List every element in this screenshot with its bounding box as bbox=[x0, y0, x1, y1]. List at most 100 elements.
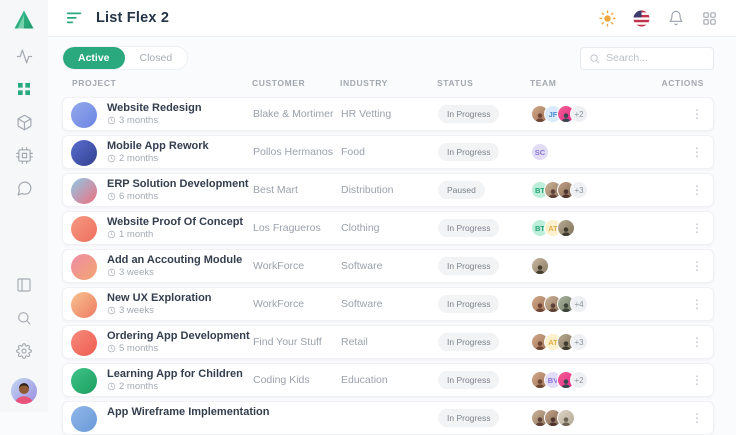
apps-menu-button[interactable] bbox=[701, 10, 718, 27]
team-member-photo[interactable] bbox=[531, 257, 549, 275]
customer-cell: Find Your Stuff bbox=[253, 336, 322, 348]
page-title: List Flex 2 bbox=[96, 10, 169, 26]
clock-icon bbox=[107, 268, 116, 277]
sidebar-item-settings[interactable] bbox=[14, 341, 34, 361]
project-name: ERP Solution Development bbox=[107, 178, 249, 190]
row-actions-menu[interactable]: ⋮ bbox=[691, 298, 703, 310]
app-logo[interactable] bbox=[11, 7, 37, 33]
column-header-industry: Industry bbox=[340, 78, 388, 88]
language-selector-button[interactable] bbox=[633, 10, 650, 27]
customer-cell: WorkForce bbox=[253, 298, 304, 310]
sidebar-item-packages[interactable] bbox=[14, 112, 34, 132]
project-cell: App Wireframe Implementation bbox=[107, 406, 269, 418]
sidebar-item-dashboard[interactable] bbox=[14, 79, 34, 99]
project-duration: 1 month bbox=[107, 229, 243, 240]
row-actions-menu[interactable]: ⋮ bbox=[691, 184, 703, 196]
menu-toggle-button[interactable] bbox=[64, 8, 84, 28]
theme-toggle-button[interactable] bbox=[599, 10, 616, 27]
team-member-initials[interactable]: SC bbox=[531, 143, 549, 161]
team-more-count[interactable]: +4 bbox=[570, 295, 588, 313]
column-header-project: Project bbox=[72, 78, 116, 88]
person-icon bbox=[560, 415, 573, 427]
table-header: Project Customer Industry Status Team Ac… bbox=[62, 78, 714, 92]
row-actions-menu[interactable]: ⋮ bbox=[691, 222, 703, 234]
customer-cell: WorkForce bbox=[253, 260, 304, 272]
project-duration-label: 3 weeks bbox=[119, 267, 154, 278]
row-actions-menu[interactable]: ⋮ bbox=[691, 374, 703, 386]
notifications-button[interactable] bbox=[667, 10, 684, 27]
clock-icon bbox=[107, 306, 116, 315]
team-more-count[interactable]: +2 bbox=[570, 371, 588, 389]
row-actions-menu[interactable]: ⋮ bbox=[691, 412, 703, 424]
project-avatar bbox=[71, 216, 97, 242]
activity-icon bbox=[16, 48, 33, 65]
project-duration-label: 2 months bbox=[119, 153, 158, 164]
row-actions-menu[interactable]: ⋮ bbox=[691, 336, 703, 348]
sun-icon bbox=[599, 10, 616, 27]
apps-grid-icon bbox=[702, 11, 717, 26]
team-member-photo[interactable] bbox=[557, 219, 575, 237]
team-more-count[interactable]: +3 bbox=[570, 181, 588, 199]
filter-active-button[interactable]: Active bbox=[63, 47, 125, 69]
project-duration: 3 months bbox=[107, 115, 202, 126]
sidebar-item-layout[interactable] bbox=[14, 275, 34, 295]
customer-cell: Best Mart bbox=[253, 184, 298, 196]
row-actions-menu[interactable]: ⋮ bbox=[691, 146, 703, 158]
team-more-count[interactable]: +2 bbox=[570, 105, 588, 123]
industry-cell: Clothing bbox=[341, 222, 380, 234]
search-box[interactable] bbox=[580, 47, 714, 70]
customer-cell: Los Fragueros bbox=[253, 222, 321, 234]
sidebar-item-search[interactable] bbox=[14, 308, 34, 328]
sidebar-item-messages[interactable] bbox=[14, 178, 34, 198]
package-icon bbox=[16, 114, 33, 131]
chat-icon bbox=[16, 180, 33, 197]
customer-cell: Pollos Hermanos bbox=[253, 146, 333, 158]
cpu-icon bbox=[16, 147, 33, 164]
user-avatar[interactable] bbox=[11, 378, 37, 404]
project-name: Mobile App Rework bbox=[107, 140, 209, 152]
layout-icon bbox=[16, 277, 32, 293]
search-input[interactable] bbox=[606, 52, 705, 64]
project-avatar bbox=[71, 368, 97, 394]
project-avatar bbox=[71, 292, 97, 318]
sidebar-item-system[interactable] bbox=[14, 145, 34, 165]
project-avatar bbox=[71, 140, 97, 166]
filter-closed-button[interactable]: Closed bbox=[125, 47, 188, 69]
project-name: Add an Accouting Module bbox=[107, 254, 242, 266]
clock-icon bbox=[107, 382, 116, 391]
dashboard-grid-icon bbox=[16, 81, 32, 97]
row-actions-menu[interactable]: ⋮ bbox=[691, 108, 703, 120]
status-badge: In Progress bbox=[438, 295, 499, 313]
industry-cell: Software bbox=[341, 298, 382, 310]
clock-icon bbox=[107, 116, 116, 125]
row-actions-menu[interactable]: ⋮ bbox=[691, 260, 703, 272]
clock-icon bbox=[107, 192, 116, 201]
status-badge: Paused bbox=[438, 181, 485, 199]
logo-triangle-icon bbox=[12, 8, 36, 32]
column-header-status: Status bbox=[437, 78, 473, 88]
team-more-count[interactable]: +3 bbox=[570, 333, 588, 351]
project-duration: 5 months bbox=[107, 343, 250, 354]
clock-icon bbox=[107, 230, 116, 239]
project-name: New UX Exploration bbox=[107, 292, 212, 304]
team-avatars: SC bbox=[531, 143, 549, 161]
person-icon bbox=[560, 225, 573, 237]
column-header-team: Team bbox=[530, 78, 556, 88]
user-avatar-illustration bbox=[11, 378, 37, 404]
sidebar-item-activity[interactable] bbox=[14, 46, 34, 66]
